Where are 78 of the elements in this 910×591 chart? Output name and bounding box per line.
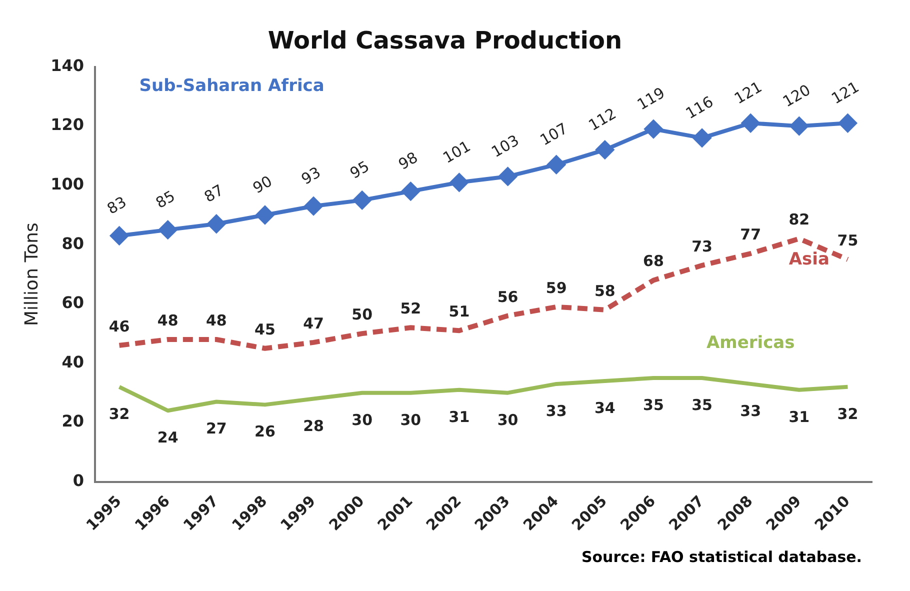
point [450,173,468,192]
data-label: 30 [497,410,518,429]
data-label: 59 [546,278,567,297]
data-label: 98 [395,148,421,174]
point [498,167,517,186]
data-label: 85 [152,186,178,212]
data-label: 58 [594,282,616,300]
text: Sub-Saharan Africa [139,76,324,96]
data-label: 27 [206,420,227,438]
data-label: 120 [780,80,814,111]
point [256,206,274,224]
data-label: 34 [594,398,616,417]
point [353,191,372,210]
data-label: 56 [497,288,518,306]
data-label: 32 [837,404,858,423]
point [693,128,712,147]
data-label: 121 [731,78,765,108]
series-label: Asia [788,250,830,270]
point [596,140,614,159]
data-label: 87 [201,180,227,206]
point [838,114,857,132]
y-tick-label: 40 [62,352,84,372]
y-tick-label: 120 [50,115,84,134]
data-label: 68 [643,252,664,270]
data-label: 35 [692,396,712,414]
data-label: 47 [303,314,324,332]
data-label: 48 [157,311,178,330]
data-label: 101 [440,137,474,168]
source-note: Source: FAO statistical database. [580,548,862,566]
point [547,156,566,174]
data-label: 32 [108,404,130,423]
point [742,114,760,132]
data-label: 116 [682,92,716,123]
y-tick-label: 0 [72,470,84,490]
data-label: 35 [643,396,664,414]
data-label: 28 [303,416,324,435]
data-label: 33 [546,402,567,420]
y-tick-label: 100 [50,174,84,194]
data-label: 77 [740,226,762,244]
point [790,117,808,136]
data-label: 82 [788,210,810,229]
point [110,226,128,245]
y-tick-label: 60 [62,293,84,312]
data-label: 48 [206,311,227,330]
data-label: 90 [250,172,276,198]
chart-title: World Cassava Production [268,26,622,55]
data-label: 31 [448,408,470,426]
data-label: 31 [788,408,810,426]
data-label: 51 [448,302,470,321]
data-label: 121 [828,78,862,108]
data-label: 46 [108,317,130,336]
y-tick-label: 80 [62,234,84,253]
data-label: 112 [586,104,620,134]
data-label: 30 [400,410,422,429]
data-label: 95 [346,157,372,182]
series-label: Americas [706,332,795,353]
y-axis-title: Million Tons [21,222,42,326]
y-tick-label: 20 [62,412,84,431]
y-tick-label: 140 [50,56,84,75]
data-label: 33 [740,402,762,420]
data-label: 26 [254,422,276,441]
point [644,120,662,138]
data-label: 75 [837,231,858,250]
data-label: 107 [536,119,571,150]
data-label: 50 [352,306,373,324]
data-label: 119 [634,84,668,114]
data-label: 93 [298,163,324,188]
data-label: 30 [352,410,373,429]
point [158,220,177,239]
data-label: 103 [488,131,522,162]
point [207,214,226,233]
data-label: 73 [692,237,712,256]
point [402,182,420,200]
data-label: 24 [157,428,178,447]
data-label: 45 [254,320,276,338]
data-label: 83 [104,192,130,218]
point [304,197,323,216]
data-label: 52 [400,300,422,318]
